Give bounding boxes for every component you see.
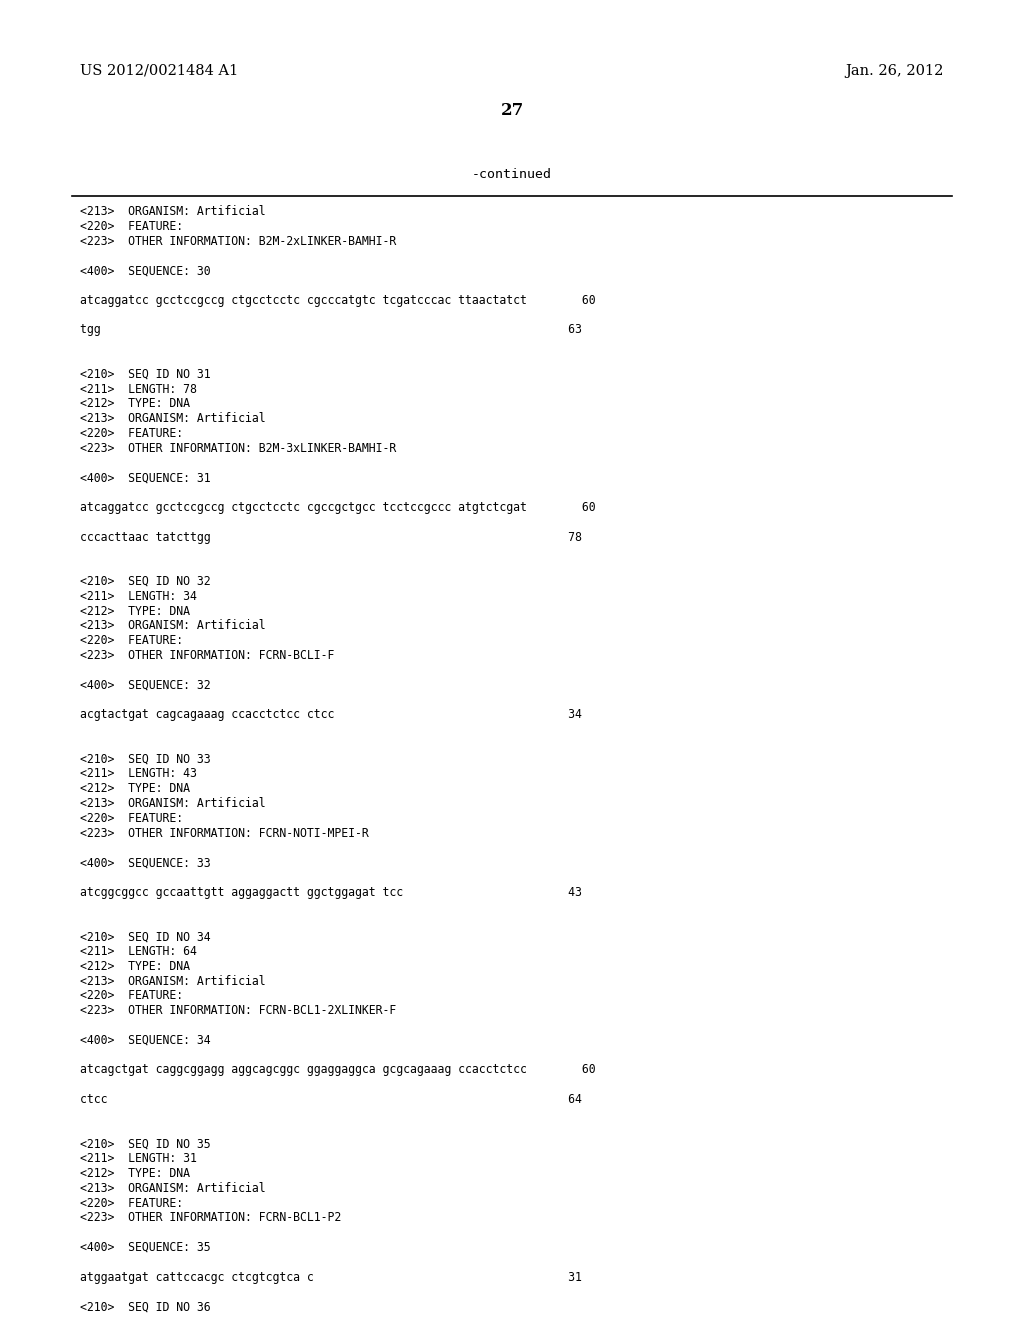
Text: <212>  TYPE: DNA: <212> TYPE: DNA [80, 1167, 190, 1180]
Text: <213>  ORGANISM: Artificial: <213> ORGANISM: Artificial [80, 974, 265, 987]
Text: ctcc                                                                   64: ctcc 64 [80, 1093, 582, 1106]
Text: <220>  FEATURE:: <220> FEATURE: [80, 634, 183, 647]
Text: <220>  FEATURE:: <220> FEATURE: [80, 812, 183, 825]
Text: <220>  FEATURE:: <220> FEATURE: [80, 426, 183, 440]
Text: <223>  OTHER INFORMATION: FCRN-NOTI-MPEI-R: <223> OTHER INFORMATION: FCRN-NOTI-MPEI-… [80, 826, 369, 840]
Text: <212>  TYPE: DNA: <212> TYPE: DNA [80, 783, 190, 795]
Text: <220>  FEATURE:: <220> FEATURE: [80, 990, 183, 1002]
Text: atggaatgat cattccacgc ctcgtcgtca c                                     31: atggaatgat cattccacgc ctcgtcgtca c 31 [80, 1271, 582, 1283]
Text: <211>  LENGTH: 78: <211> LENGTH: 78 [80, 383, 197, 396]
Text: cccacttaac tatcttgg                                                    78: cccacttaac tatcttgg 78 [80, 531, 582, 544]
Text: -continued: -continued [472, 168, 552, 181]
Text: <400>  SEQUENCE: 35: <400> SEQUENCE: 35 [80, 1241, 211, 1254]
Text: <223>  OTHER INFORMATION: B2M-2xLINKER-BAMHI-R: <223> OTHER INFORMATION: B2M-2xLINKER-BA… [80, 235, 396, 248]
Text: tgg                                                                    63: tgg 63 [80, 323, 582, 337]
Text: US 2012/0021484 A1: US 2012/0021484 A1 [80, 63, 239, 78]
Text: <223>  OTHER INFORMATION: B2M-3xLINKER-BAMHI-R: <223> OTHER INFORMATION: B2M-3xLINKER-BA… [80, 442, 396, 455]
Text: atcggcggcc gccaattgtt aggaggactt ggctggagat tcc                        43: atcggcggcc gccaattgtt aggaggactt ggctgga… [80, 886, 582, 899]
Text: <211>  LENGTH: 43: <211> LENGTH: 43 [80, 767, 197, 780]
Text: <210>  SEQ ID NO 35: <210> SEQ ID NO 35 [80, 1138, 211, 1151]
Text: <400>  SEQUENCE: 34: <400> SEQUENCE: 34 [80, 1034, 211, 1047]
Text: <211>  LENGTH: 64: <211> LENGTH: 64 [80, 945, 197, 958]
Text: <210>  SEQ ID NO 34: <210> SEQ ID NO 34 [80, 931, 211, 944]
Text: <210>  SEQ ID NO 31: <210> SEQ ID NO 31 [80, 368, 211, 380]
Text: <213>  ORGANISM: Artificial: <213> ORGANISM: Artificial [80, 1181, 265, 1195]
Text: atcagctgat caggcggagg aggcagcggc ggaggaggca gcgcagaaag ccacctctcc        60: atcagctgat caggcggagg aggcagcggc ggaggag… [80, 1064, 596, 1076]
Text: <212>  TYPE: DNA: <212> TYPE: DNA [80, 605, 190, 618]
Text: acgtactgat cagcagaaag ccacctctcc ctcc                                  34: acgtactgat cagcagaaag ccacctctcc ctcc 34 [80, 709, 582, 721]
Text: <400>  SEQUENCE: 31: <400> SEQUENCE: 31 [80, 471, 211, 484]
Text: Jan. 26, 2012: Jan. 26, 2012 [846, 63, 944, 78]
Text: <213>  ORGANISM: Artificial: <213> ORGANISM: Artificial [80, 797, 265, 810]
Text: <210>  SEQ ID NO 36: <210> SEQ ID NO 36 [80, 1300, 211, 1313]
Text: <212>  TYPE: DNA: <212> TYPE: DNA [80, 960, 190, 973]
Text: <211>  LENGTH: 31: <211> LENGTH: 31 [80, 1152, 197, 1166]
Text: <400>  SEQUENCE: 33: <400> SEQUENCE: 33 [80, 857, 211, 869]
Text: <223>  OTHER INFORMATION: FCRN-BCL1-P2: <223> OTHER INFORMATION: FCRN-BCL1-P2 [80, 1212, 341, 1225]
Text: <210>  SEQ ID NO 33: <210> SEQ ID NO 33 [80, 752, 211, 766]
Text: <210>  SEQ ID NO 32: <210> SEQ ID NO 32 [80, 576, 211, 587]
Text: <400>  SEQUENCE: 30: <400> SEQUENCE: 30 [80, 264, 211, 277]
Text: 27: 27 [501, 102, 523, 119]
Text: <212>  TYPE: DNA: <212> TYPE: DNA [80, 397, 190, 411]
Text: atcaggatcc gcctccgccg ctgcctcctc cgccgctgcc tcctccgccc atgtctcgat        60: atcaggatcc gcctccgccg ctgcctcctc cgccgct… [80, 502, 596, 513]
Text: <220>  FEATURE:: <220> FEATURE: [80, 220, 183, 232]
Text: <213>  ORGANISM: Artificial: <213> ORGANISM: Artificial [80, 205, 265, 218]
Text: <223>  OTHER INFORMATION: FCRN-BCL1-2XLINKER-F: <223> OTHER INFORMATION: FCRN-BCL1-2XLIN… [80, 1005, 396, 1018]
Text: <400>  SEQUENCE: 32: <400> SEQUENCE: 32 [80, 678, 211, 692]
Text: <220>  FEATURE:: <220> FEATURE: [80, 1197, 183, 1209]
Text: <213>  ORGANISM: Artificial: <213> ORGANISM: Artificial [80, 619, 265, 632]
Text: atcaggatcc gcctccgccg ctgcctcctc cgcccatgtc tcgatcccac ttaactatct        60: atcaggatcc gcctccgccg ctgcctcctc cgcccat… [80, 294, 596, 306]
Text: <223>  OTHER INFORMATION: FCRN-BCLI-F: <223> OTHER INFORMATION: FCRN-BCLI-F [80, 649, 335, 663]
Text: <211>  LENGTH: 34: <211> LENGTH: 34 [80, 590, 197, 603]
Text: <213>  ORGANISM: Artificial: <213> ORGANISM: Artificial [80, 412, 265, 425]
